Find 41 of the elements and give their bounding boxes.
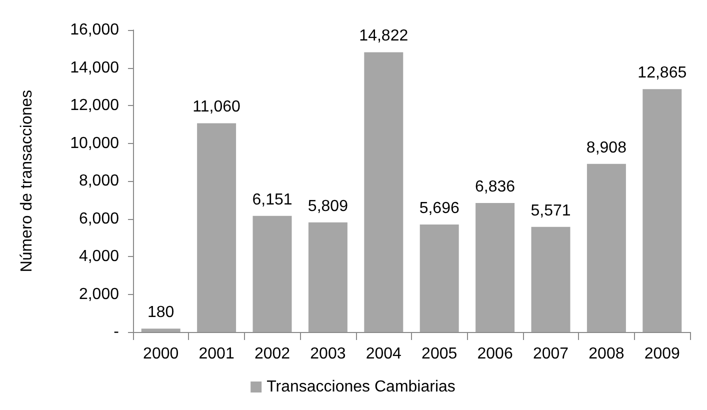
bar (531, 226, 570, 332)
y-tick-label: 16,000 (70, 22, 120, 38)
y-tick-label: 10,000 (70, 134, 120, 152)
bar (364, 52, 404, 332)
x-tick-label: 2004 (366, 346, 402, 362)
data-label: 11,060 (192, 98, 241, 116)
data-label: 8,908 (586, 139, 627, 156)
bar (141, 328, 180, 332)
bar (586, 164, 626, 332)
y-axis-title: Número de transacciones (18, 90, 36, 272)
x-tick-label: 2000 (143, 346, 179, 362)
data-label: 5,571 (530, 202, 571, 220)
data-label: 12,865 (638, 64, 687, 82)
x-tick-label: 2005 (422, 346, 458, 362)
data-label: 6,151 (252, 191, 292, 208)
data-label: 14,822 (359, 28, 408, 45)
y-tick-label: - (114, 324, 119, 340)
x-tick-label: 2002 (254, 346, 290, 362)
x-tick-label: 2007 (532, 346, 569, 362)
data-label: 180 (148, 304, 174, 322)
bar (308, 222, 348, 332)
bar (642, 89, 682, 332)
bar (420, 224, 459, 332)
data-label: 6,836 (475, 178, 516, 196)
x-tick-label: 2009 (644, 346, 680, 362)
x-tick-label: 2006 (477, 346, 513, 362)
data-label: 5,809 (308, 198, 348, 215)
x-tick-label: 2001 (198, 346, 234, 362)
bar (252, 216, 292, 332)
x-tick-label: 2008 (588, 346, 624, 362)
y-tick-label: 8,000 (78, 172, 120, 190)
y-tick-label: 2,000 (78, 286, 120, 303)
x-tick-label: 2003 (310, 346, 346, 362)
y-tick-label: 12,000 (70, 97, 120, 114)
y-tick-label: 14,000 (70, 59, 120, 76)
data-label: 5,696 (419, 200, 460, 217)
legend-label: Transacciones Cambiarias (266, 378, 456, 396)
y-tick-label: 4,000 (78, 248, 120, 265)
bar (476, 202, 515, 332)
bar (197, 123, 236, 332)
y-tick-label: 6,000 (78, 210, 120, 228)
